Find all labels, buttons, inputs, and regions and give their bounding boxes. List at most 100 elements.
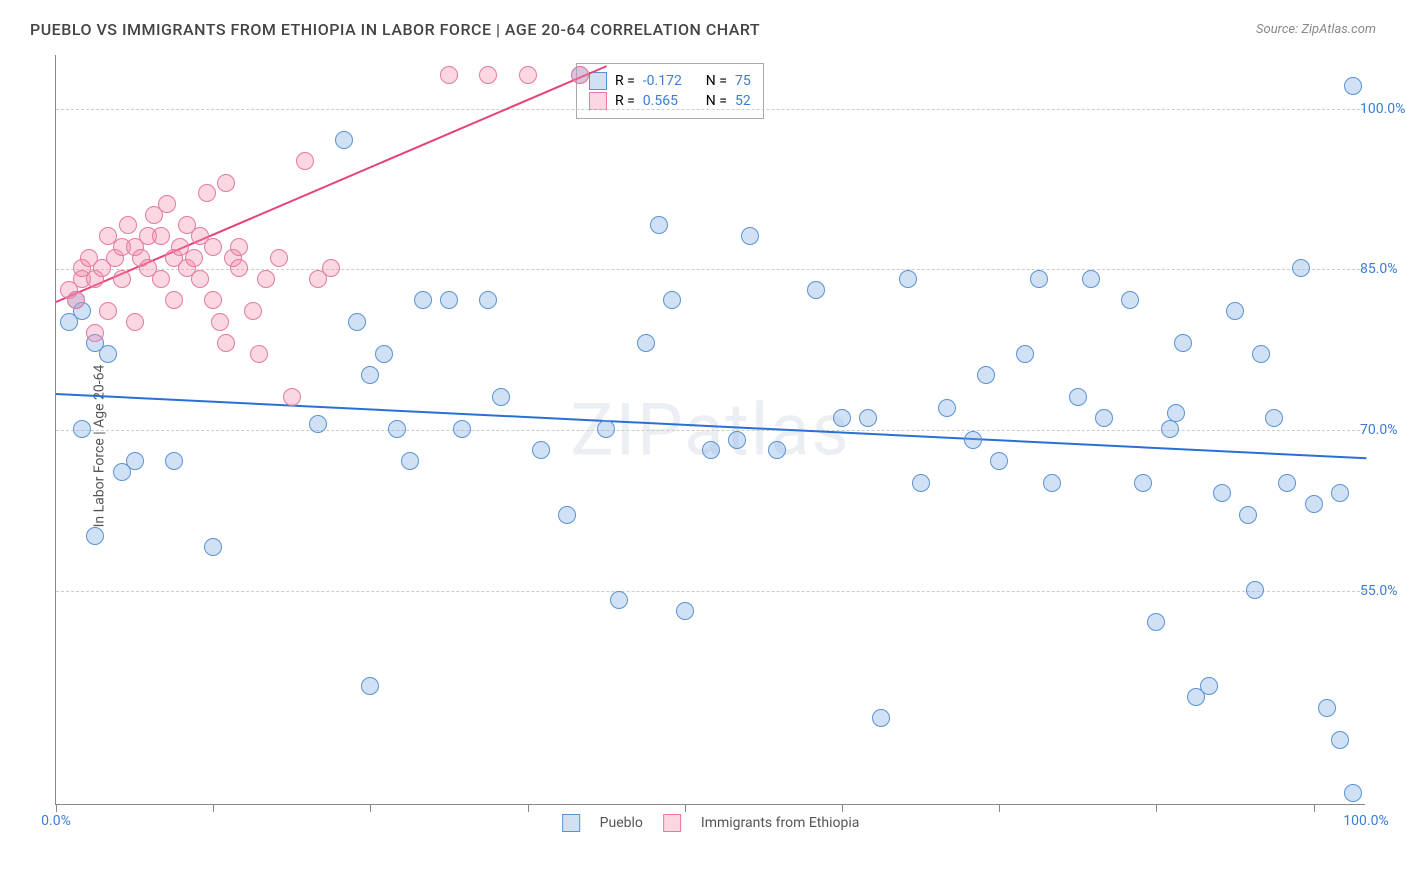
data-point bbox=[204, 291, 222, 309]
legend-n-value: 75 bbox=[735, 73, 751, 89]
legend-r-value: -0.172 bbox=[643, 73, 698, 89]
data-point bbox=[361, 677, 379, 695]
data-point bbox=[1147, 613, 1165, 631]
data-point bbox=[152, 227, 170, 245]
source-attribution: Source: ZipAtlas.com bbox=[1256, 22, 1376, 37]
data-point bbox=[296, 152, 314, 170]
data-point bbox=[270, 249, 288, 267]
data-point bbox=[165, 291, 183, 309]
data-point bbox=[912, 474, 930, 492]
data-point bbox=[938, 399, 956, 417]
data-point bbox=[283, 388, 301, 406]
legend-swatch bbox=[589, 92, 607, 110]
data-point bbox=[1344, 77, 1362, 95]
data-point bbox=[807, 281, 825, 299]
data-point bbox=[440, 291, 458, 309]
data-point bbox=[1082, 270, 1100, 288]
data-point bbox=[1226, 302, 1244, 320]
legend-series-label: Pueblo bbox=[600, 815, 643, 831]
x-tick bbox=[842, 804, 843, 812]
legend-series-label: Immigrants from Ethiopia bbox=[701, 815, 859, 831]
data-point bbox=[872, 709, 890, 727]
data-point bbox=[185, 249, 203, 267]
data-point bbox=[768, 441, 786, 459]
gridline-h bbox=[56, 591, 1365, 592]
data-point bbox=[375, 345, 393, 363]
data-point bbox=[86, 324, 104, 342]
data-point bbox=[250, 345, 268, 363]
data-point bbox=[676, 602, 694, 620]
data-point bbox=[86, 527, 104, 545]
x-tick bbox=[528, 804, 529, 812]
data-point bbox=[230, 238, 248, 256]
y-tick-label: 55.0% bbox=[1360, 583, 1398, 599]
data-point bbox=[99, 345, 117, 363]
data-point bbox=[309, 415, 327, 433]
data-point bbox=[414, 291, 432, 309]
x-tick bbox=[1314, 804, 1315, 812]
data-point bbox=[1030, 270, 1048, 288]
data-point bbox=[1252, 345, 1270, 363]
data-point bbox=[335, 131, 353, 149]
legend-r-value: 0.565 bbox=[643, 93, 698, 109]
data-point bbox=[152, 270, 170, 288]
data-point bbox=[1239, 506, 1257, 524]
data-point bbox=[1161, 420, 1179, 438]
gridline-h bbox=[56, 269, 1365, 270]
data-point bbox=[479, 291, 497, 309]
data-point bbox=[964, 431, 982, 449]
data-point bbox=[597, 420, 615, 438]
legend-n-label: N = bbox=[706, 93, 727, 109]
data-point bbox=[257, 270, 275, 288]
data-point bbox=[492, 388, 510, 406]
x-tick bbox=[999, 804, 1000, 812]
y-tick-label: 85.0% bbox=[1360, 261, 1398, 277]
data-point bbox=[571, 66, 589, 84]
data-point bbox=[1246, 581, 1264, 599]
data-point bbox=[99, 302, 117, 320]
data-point bbox=[158, 195, 176, 213]
data-point bbox=[1043, 474, 1061, 492]
data-point bbox=[211, 313, 229, 331]
data-point bbox=[977, 366, 995, 384]
data-point bbox=[119, 216, 137, 234]
data-point bbox=[1331, 731, 1349, 749]
data-point bbox=[650, 216, 668, 234]
data-point bbox=[1016, 345, 1034, 363]
data-point bbox=[401, 452, 419, 470]
data-point bbox=[217, 334, 235, 352]
data-point bbox=[113, 270, 131, 288]
x-tick bbox=[370, 804, 371, 812]
legend-r-label: R = bbox=[615, 93, 635, 109]
data-point bbox=[388, 420, 406, 438]
data-point bbox=[126, 313, 144, 331]
data-point bbox=[1069, 388, 1087, 406]
data-point bbox=[230, 259, 248, 277]
data-point bbox=[217, 174, 235, 192]
data-point bbox=[610, 591, 628, 609]
data-point bbox=[1095, 409, 1113, 427]
scatter-chart: ZIPatlas R =-0.172N =75R =0.565N =52 Pue… bbox=[55, 55, 1365, 805]
data-point bbox=[1200, 677, 1218, 695]
data-point bbox=[191, 270, 209, 288]
legend-r-label: R = bbox=[615, 73, 635, 89]
data-point bbox=[741, 227, 759, 245]
legend-row: R =-0.172N =75 bbox=[589, 72, 751, 90]
data-point bbox=[1265, 409, 1283, 427]
data-point bbox=[361, 366, 379, 384]
data-point bbox=[1278, 474, 1296, 492]
legend-row: R = 0.565 N = 52 bbox=[589, 92, 751, 110]
data-point bbox=[126, 452, 144, 470]
chart-title: PUEBLO VS IMMIGRANTS FROM ETHIOPIA IN LA… bbox=[30, 20, 760, 39]
data-point bbox=[1167, 404, 1185, 422]
x-tick bbox=[685, 804, 686, 812]
data-point bbox=[322, 259, 340, 277]
legend-n-value: 52 bbox=[735, 93, 751, 109]
data-point bbox=[453, 420, 471, 438]
data-point bbox=[663, 291, 681, 309]
data-point bbox=[1213, 484, 1231, 502]
data-point bbox=[244, 302, 262, 320]
data-point bbox=[67, 291, 85, 309]
data-point bbox=[1344, 784, 1362, 802]
data-point bbox=[204, 538, 222, 556]
